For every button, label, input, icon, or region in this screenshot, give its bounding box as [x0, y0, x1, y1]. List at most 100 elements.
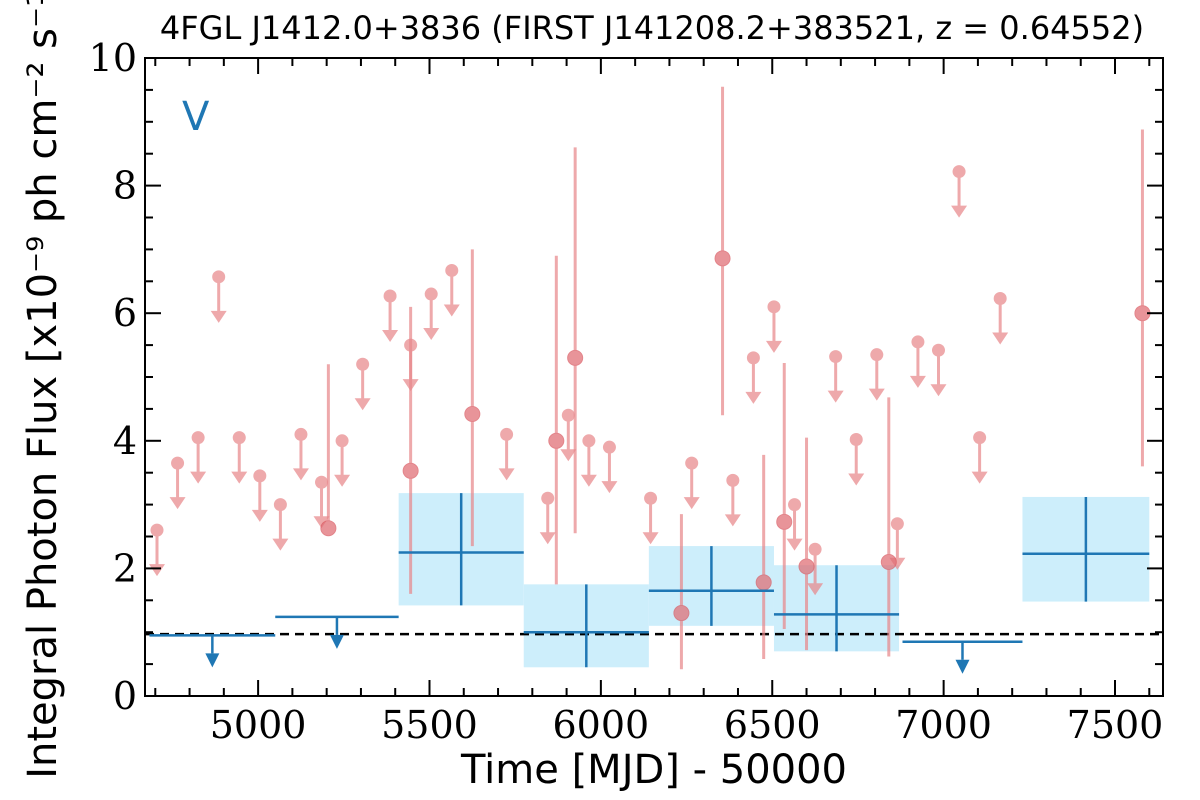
short-bin-upper-limit	[231, 431, 248, 484]
detection-point	[402, 462, 419, 479]
upper-limit-point	[931, 343, 945, 357]
upper-limit-point	[685, 456, 699, 470]
short-bin-upper-limit	[148, 523, 165, 577]
short-bin-detection	[402, 306, 419, 594]
short-bin-detection	[464, 249, 481, 547]
short-bin-series	[148, 86, 1151, 670]
upper-limit-arrow	[169, 497, 186, 510]
upper-limit-arrow	[329, 634, 344, 649]
upper-limit-point	[383, 289, 397, 303]
short-bin-detection	[548, 255, 565, 585]
upper-limit-point	[746, 351, 760, 365]
short-bin-upper-limit	[992, 292, 1009, 345]
short-bin-upper-limit	[313, 475, 330, 529]
short-bin-upper-limit	[539, 491, 556, 545]
long-bin-detection	[398, 493, 524, 606]
detection-point	[567, 349, 584, 366]
y-tick-label: 8	[113, 164, 137, 208]
upper-limit-point	[356, 357, 370, 371]
upper-limit-point	[870, 348, 884, 362]
short-bin-upper-limit	[292, 427, 309, 481]
upper-limit-point	[424, 287, 438, 301]
upper-limit-arrow	[382, 329, 399, 342]
upper-limit-arrow	[745, 391, 762, 404]
upper-limit-arrow	[930, 384, 947, 397]
upper-limit-point	[993, 292, 1007, 306]
short-bin-upper-limit	[868, 348, 885, 401]
upper-limit-point	[171, 456, 185, 470]
short-bin-upper-limit	[827, 350, 844, 403]
short-bin-upper-limit	[560, 408, 577, 462]
short-bin-upper-limit	[354, 357, 371, 411]
upper-limit-arrow	[205, 653, 220, 668]
upper-limit-arrow	[580, 474, 597, 487]
long-bin-detection	[1022, 496, 1150, 602]
upper-limit-point	[808, 542, 822, 556]
long-bin-detection	[648, 546, 774, 626]
upper-limit-arrow	[683, 497, 700, 510]
detection-point	[755, 574, 772, 591]
upper-limit-arrow	[848, 473, 865, 486]
short-bin-upper-limit	[642, 491, 659, 545]
short-bin-upper-limit	[724, 473, 741, 527]
long-bin-upper-limit	[902, 640, 1023, 674]
upper-limit-arrow	[807, 583, 824, 596]
plot-area	[144, 57, 1164, 697]
upper-limit-arrow	[992, 332, 1009, 345]
upper-limit-point	[232, 431, 246, 445]
upper-limit-point	[445, 263, 459, 277]
upper-limit-point	[253, 469, 267, 483]
short-bin-upper-limit	[443, 263, 460, 317]
long-bin-bands	[398, 493, 1150, 668]
upper-limit-arrow	[539, 532, 556, 545]
upper-limit-point	[582, 434, 596, 448]
detection-point	[464, 406, 481, 423]
upper-limit-point	[150, 523, 164, 537]
x-tick-label: 7000	[895, 703, 992, 747]
upper-limit-arrow	[292, 468, 309, 481]
detection-point	[776, 513, 793, 530]
x-tick-label: 6000	[553, 703, 650, 747]
upper-limit-arrow	[272, 538, 289, 551]
x-axis-label: Time [MJD] - 50000	[460, 747, 847, 793]
y-tick-label: 10	[89, 36, 137, 80]
short-bin-upper-limit	[169, 456, 186, 510]
upper-limit-point	[602, 440, 616, 454]
upper-limit-arrow	[601, 481, 618, 494]
short-bin-upper-limit	[382, 289, 399, 342]
upper-limit-arrow	[951, 205, 968, 218]
short-bin-detection	[567, 147, 584, 534]
upper-limit-arrow	[868, 388, 885, 401]
short-bin-upper-limit	[601, 440, 618, 494]
upper-limit-point	[788, 498, 802, 512]
short-bin-upper-limit	[848, 433, 865, 486]
upper-limit-point	[212, 270, 226, 284]
y-tick-label: 6	[113, 291, 137, 335]
upper-limit-arrow	[765, 340, 782, 353]
upper-limit-point	[541, 491, 555, 505]
upper-limit-arrow	[148, 564, 165, 577]
upper-limit-point	[911, 335, 925, 349]
upper-limit-arrow	[443, 304, 460, 317]
y-tick-label: 4	[113, 419, 137, 463]
upper-limit-point	[273, 498, 287, 512]
chart-title: 4FGL J1412.0+3836 (FIRST J141208.2+38352…	[160, 9, 1144, 47]
x-tick-label: 5500	[381, 703, 478, 747]
upper-limit-point	[849, 433, 863, 447]
short-bin-upper-limit	[971, 431, 988, 484]
long-bin-detection	[523, 584, 649, 668]
upper-limit-point	[335, 434, 349, 448]
upper-limit-arrow	[423, 328, 440, 341]
upper-limit-point	[726, 473, 740, 487]
short-bin-upper-limit	[683, 456, 700, 510]
short-bin-upper-limit	[909, 335, 926, 388]
short-bin-upper-limit	[580, 434, 597, 487]
x-tick-labels: 5000 5500 6000 6500 7000 7500	[210, 703, 1164, 747]
short-bin-upper-limit	[930, 343, 947, 397]
long-bin-upper-limit	[149, 634, 276, 668]
upper-limit-arrow	[827, 390, 844, 403]
upper-limit-arrow	[724, 514, 741, 527]
short-bin-upper-limit	[190, 431, 207, 484]
short-bin-upper-limit	[807, 542, 824, 596]
